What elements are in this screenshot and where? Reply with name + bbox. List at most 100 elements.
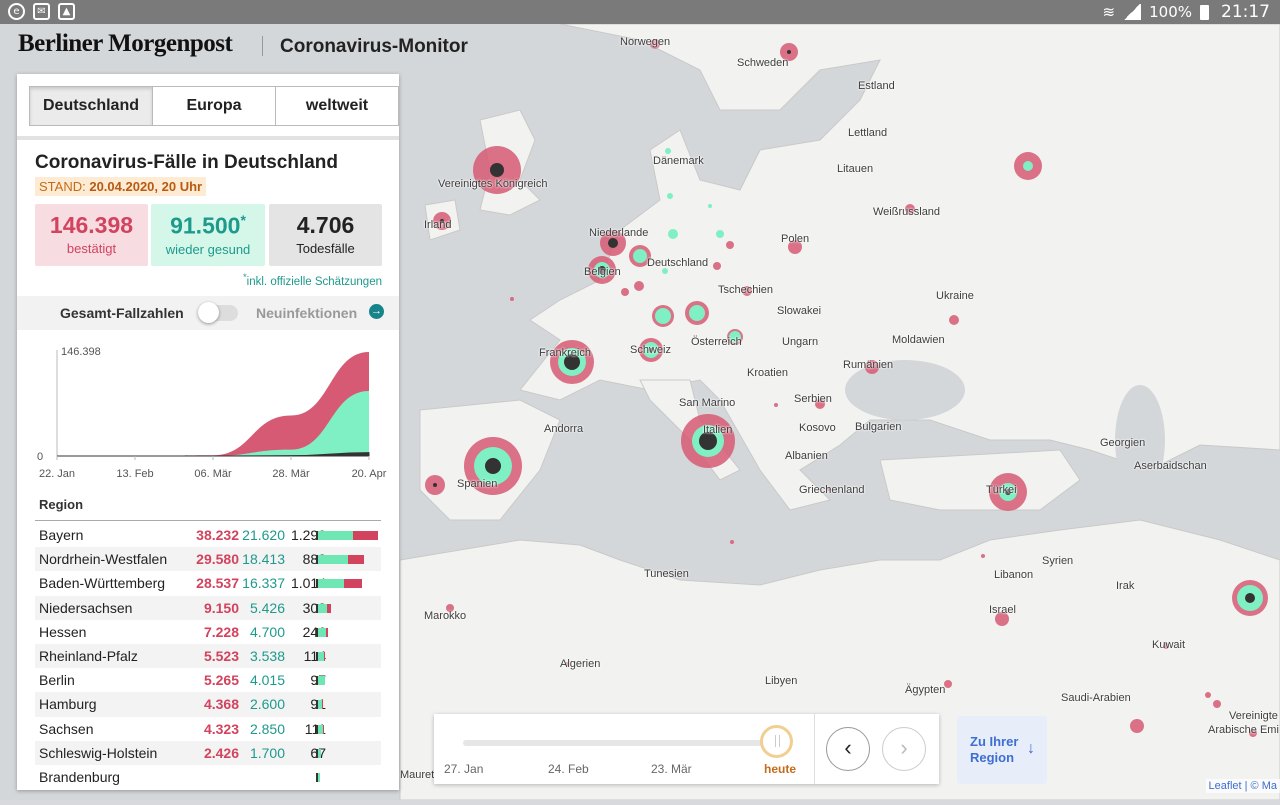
map-label: Georgien bbox=[1100, 437, 1145, 449]
map-label: Tunesien bbox=[644, 568, 689, 580]
map-label: Syrien bbox=[1042, 555, 1073, 567]
bar-recovered bbox=[318, 628, 326, 637]
chevron-left-icon: ‹ bbox=[844, 735, 851, 760]
region-bar bbox=[316, 725, 323, 734]
battery-icon bbox=[1200, 5, 1209, 20]
x-tick-label: 13. Feb bbox=[116, 468, 153, 480]
map-label: Vereinigte bbox=[1229, 710, 1278, 722]
map-label: Bulgarien bbox=[855, 421, 901, 433]
chart-mode-toggle-bar: Gesamt-Fallzahlen Neuinfektionen → bbox=[17, 296, 399, 330]
map-label: Algerien bbox=[560, 658, 600, 670]
y-tick-zero: 0 bbox=[37, 451, 43, 463]
region-header-rule bbox=[35, 520, 381, 521]
region-name: Rheinland-Pfalz bbox=[39, 648, 138, 664]
bar-recovered bbox=[318, 604, 327, 613]
x-tick-label: 22. Jan bbox=[39, 468, 75, 480]
map-label: Belgien bbox=[584, 266, 621, 278]
android-status-bar: e ✉ ▲ ≋ 100% 21:17 bbox=[0, 0, 1280, 24]
confirmed-box: 146.398 bestätigt bbox=[35, 204, 148, 266]
table-row[interactable]: Brandenburg bbox=[35, 765, 381, 789]
map-label: Griechenland bbox=[799, 484, 864, 496]
bar-active bbox=[322, 700, 323, 709]
map-label: Schweiz bbox=[630, 344, 671, 356]
map-label: Litauen bbox=[837, 163, 873, 175]
tab-deutschland[interactable]: Deutschland bbox=[30, 87, 153, 125]
signal-icon bbox=[1123, 4, 1141, 20]
brand-logo[interactable]: Berliner Morgenpost bbox=[18, 30, 232, 58]
toggle-label-total[interactable]: Gesamt-Fallzahlen bbox=[60, 305, 184, 321]
x-tick-label: 28. Mär bbox=[272, 468, 310, 480]
map-label: Ägypten bbox=[905, 684, 945, 696]
image-notification-icon: ▲ bbox=[58, 3, 75, 20]
deaths-count: 4.706 bbox=[269, 212, 382, 239]
land-turkey bbox=[880, 450, 1080, 510]
marker-italy bbox=[681, 414, 735, 468]
region-name: Nordrhein-Westfalen bbox=[39, 551, 167, 567]
prev-day-button[interactable]: ‹ bbox=[826, 727, 870, 771]
map-label: Tschechien bbox=[718, 284, 773, 296]
bar-active bbox=[353, 531, 378, 540]
region-tabs: Deutschland Europa weltweit bbox=[29, 86, 399, 126]
region-button-line2: Region bbox=[970, 750, 1014, 765]
map-label: Deutschland bbox=[647, 257, 708, 269]
next-day-button[interactable]: › bbox=[882, 727, 926, 771]
map-label: Rumänien bbox=[843, 359, 893, 371]
map-label: Italien bbox=[703, 424, 732, 436]
region-name: Niedersachsen bbox=[39, 600, 132, 616]
timeline-label-2: 24. Feb bbox=[548, 762, 589, 776]
timeline-divider bbox=[814, 714, 815, 784]
region-bar bbox=[316, 628, 328, 637]
map-label: Irak bbox=[1116, 580, 1134, 592]
region-bar bbox=[316, 749, 321, 758]
chart-mode-switch[interactable] bbox=[200, 305, 238, 321]
map-label: Moldawien bbox=[892, 334, 945, 346]
map-label: Frankreich bbox=[539, 347, 591, 359]
map-label: Weißrussland bbox=[873, 206, 940, 218]
estimate-footnote: *inkl. offizielle Schätzungen bbox=[243, 272, 382, 288]
bar-recovered bbox=[318, 749, 321, 758]
bar-active bbox=[327, 604, 331, 613]
timeline-track[interactable] bbox=[463, 740, 777, 746]
browser-notification-icon: e bbox=[8, 3, 25, 20]
map-attribution[interactable]: Leaflet | © Ma bbox=[1206, 779, 1280, 793]
bar-recovered bbox=[318, 531, 353, 540]
tab-weltweit[interactable]: weltweit bbox=[276, 87, 398, 125]
map-label: Albanien bbox=[785, 450, 828, 462]
map-label: Saudi-Arabien bbox=[1061, 692, 1131, 704]
recovered-box: 91.500* wieder gesund bbox=[151, 204, 265, 266]
header-divider bbox=[262, 36, 263, 56]
switch-knob[interactable] bbox=[198, 302, 219, 323]
timeline-label-1: 27. Jan bbox=[444, 762, 483, 776]
map-label: Kuwait bbox=[1152, 639, 1185, 651]
timeline-handle[interactable] bbox=[760, 725, 793, 758]
region-bar bbox=[316, 531, 378, 540]
region-bar bbox=[316, 555, 364, 564]
toggle-label-new[interactable]: Neuinfektionen bbox=[256, 305, 357, 321]
deaths-box: 4.706 Todesfälle bbox=[269, 204, 382, 266]
region-bar bbox=[316, 773, 320, 782]
marker-de-1 bbox=[652, 305, 674, 327]
region-name: Hamburg bbox=[39, 696, 97, 712]
map-label: Aserbaidschan bbox=[1134, 460, 1207, 472]
map-label: Polen bbox=[781, 233, 809, 245]
region-bar bbox=[316, 652, 325, 661]
tab-europa[interactable]: Europa bbox=[153, 87, 276, 125]
region-name: Baden-Württemberg bbox=[39, 575, 165, 591]
notification-icons: e ✉ ▲ bbox=[8, 3, 75, 20]
footnote-text: inkl. offizielle Schätzungen bbox=[247, 276, 382, 288]
map-label: Norwegen bbox=[620, 36, 670, 48]
info-arrow-icon[interactable]: → bbox=[369, 304, 384, 319]
